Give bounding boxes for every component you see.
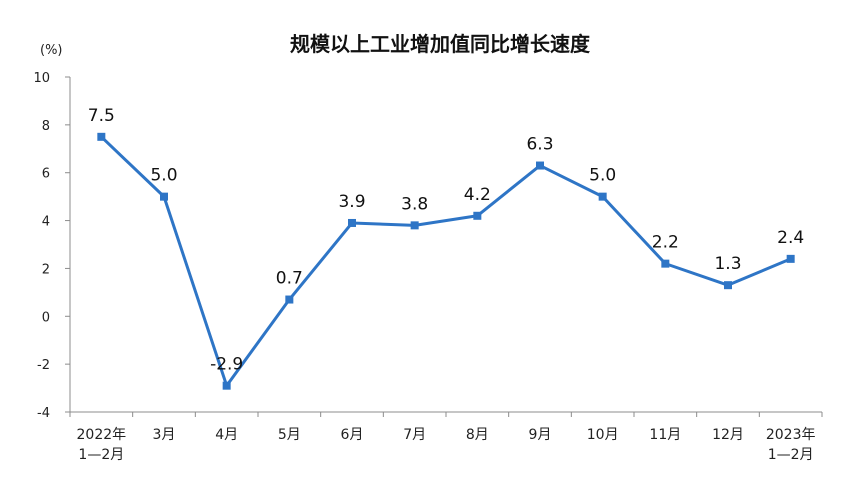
- data-label: 7.5: [88, 106, 115, 126]
- x-tick-label: 10月: [587, 427, 619, 443]
- x-tick-label-line: 4月: [215, 427, 238, 443]
- y-tick-labels: 10 8 6 4 2 0 -2 -4: [33, 71, 50, 421]
- data-point-marker: [724, 281, 732, 290]
- x-tick-label-line: 10月: [587, 427, 619, 443]
- y-tick-label: 4: [42, 215, 50, 230]
- data-point-marker: [598, 192, 607, 201]
- chart-title: 规模以上工业增加值同比增长速度: [290, 32, 591, 56]
- x-tick-label-line: 12月: [712, 427, 744, 443]
- data-point-marker: [410, 221, 419, 230]
- y-tick-label: 2: [42, 262, 50, 277]
- data-labels: 7.5 5.0 -2.9 0.7 3.9 3.8 4.2 6.3 5.0 2.2 1.3 2.4: [88, 106, 804, 375]
- y-tick-label: -4: [37, 406, 50, 421]
- x-tick-labels: 2022年 1—2月 3月 4月 5月 6月 7月 8月 9月 10月 11月 12月 2023年 1—2…: [77, 427, 816, 463]
- x-tick-label-line: 8月: [466, 427, 489, 443]
- data-label: 4.2: [464, 185, 491, 205]
- data-point-marker: [473, 211, 482, 220]
- x-tick-label: 12月: [712, 427, 744, 443]
- data-point-marker: [661, 259, 670, 268]
- y-tick-label: -2: [37, 358, 50, 373]
- series-line: [100, 135, 792, 388]
- data-point-marker: [285, 295, 294, 304]
- x-tick-label-line: 3月: [153, 427, 176, 443]
- data-label: 1.3: [714, 254, 741, 274]
- x-tick-label: 11月: [649, 427, 681, 443]
- data-label: 2.4: [777, 228, 804, 248]
- data-point-marker: [160, 192, 168, 201]
- data-label: 5.0: [589, 166, 616, 186]
- x-tick-label: 6月: [341, 427, 364, 443]
- data-label: 3.9: [338, 192, 365, 212]
- x-tick-label: 2022年 1—2月: [77, 427, 127, 463]
- data-label: -2.9: [210, 355, 243, 375]
- x-tick-label-line: 5月: [278, 427, 301, 443]
- x-tick-label-line: 2023年: [766, 427, 816, 443]
- data-label: 2.2: [652, 233, 679, 253]
- y-tick-label: 6: [42, 167, 50, 182]
- x-tick-label-line: 11月: [649, 427, 681, 443]
- series-line-group: [97, 132, 795, 390]
- data-label: 6.3: [526, 135, 553, 155]
- data-point-marker: [536, 161, 544, 170]
- y-unit-label: (%): [40, 43, 63, 58]
- x-tick-label: 4月: [215, 427, 238, 443]
- x-tick-label-line: 6月: [341, 427, 364, 443]
- axes: [65, 76, 823, 417]
- x-tick-label-line: 7月: [403, 427, 426, 443]
- x-tick-label: 5月: [278, 427, 301, 443]
- x-tick-label-line: 2022年: [77, 427, 127, 443]
- data-label: 3.8: [401, 194, 428, 214]
- x-tick-label-line: 1—2月: [768, 447, 814, 463]
- data-point-marker: [348, 218, 356, 227]
- x-tick-label-line: 1—2月: [78, 447, 124, 463]
- y-tick-label: 0: [42, 310, 50, 325]
- x-tick-label: 8月: [466, 427, 489, 443]
- y-tick-label: 10: [33, 71, 50, 86]
- y-tick-label: 8: [42, 119, 50, 134]
- data-point-marker: [97, 132, 106, 141]
- x-tick-label: 9月: [529, 427, 552, 443]
- data-point-marker: [786, 254, 795, 263]
- x-tick-label: 7月: [403, 427, 426, 443]
- x-tick-label: 2023年 1—2月: [766, 427, 816, 463]
- x-tick-label-line: 9月: [529, 427, 552, 443]
- data-label: 5.0: [150, 166, 177, 186]
- data-point-marker: [222, 381, 231, 390]
- x-tick-label: 3月: [153, 427, 176, 443]
- data-label: 0.7: [276, 269, 303, 289]
